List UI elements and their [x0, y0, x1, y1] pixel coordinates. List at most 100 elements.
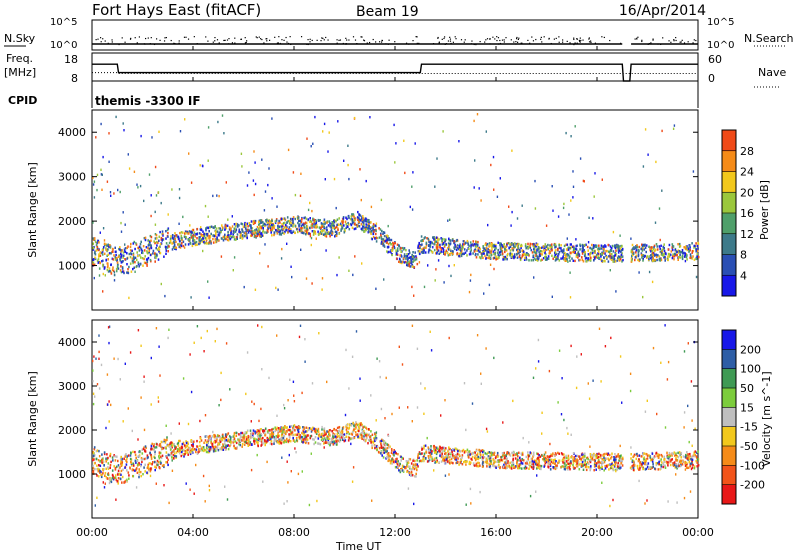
- echo-point: [323, 437, 326, 440]
- echo-point: [199, 239, 201, 242]
- echo-point: [462, 448, 465, 452]
- echo-point: [613, 260, 615, 263]
- echo-point: [104, 472, 107, 475]
- echo-point: [689, 248, 691, 252]
- echo-point: [276, 205, 278, 208]
- echo-point: [151, 448, 154, 451]
- echo-point: [631, 459, 634, 462]
- nsearch-point: [450, 42, 452, 45]
- echo-point: [93, 180, 96, 183]
- echo-point: [113, 279, 116, 282]
- nsearch-point: [582, 39, 584, 41]
- echo-point: [380, 198, 383, 202]
- echo-point: [127, 153, 129, 156]
- echo-point: [231, 225, 234, 228]
- echo-point: [404, 466, 406, 470]
- echo-point: [300, 227, 302, 230]
- echo-point: [103, 468, 105, 471]
- echo-point: [658, 245, 661, 248]
- echo-point: [661, 252, 663, 255]
- echo-point: [517, 246, 519, 249]
- echo-point: [383, 278, 385, 281]
- nsearch-point: [336, 39, 338, 41]
- echo-point: [318, 435, 321, 438]
- echo-point: [363, 435, 365, 438]
- echo-point: [459, 246, 461, 249]
- echo-point: [123, 457, 125, 460]
- echo-point: [370, 205, 373, 209]
- echo-point: [381, 454, 383, 457]
- echo-point: [411, 474, 414, 477]
- echo-point: [557, 215, 560, 218]
- echo-point: [115, 253, 117, 257]
- echo-point: [325, 249, 327, 252]
- echo-point: [323, 429, 326, 433]
- echo-point: [362, 221, 365, 224]
- echo-point: [565, 253, 568, 256]
- echo-point: [294, 433, 297, 436]
- echo-point: [547, 257, 550, 260]
- nsearch-point: [385, 43, 387, 45]
- echo-point: [453, 264, 455, 267]
- nsearch-point: [309, 41, 311, 43]
- echo-point: [351, 220, 354, 223]
- echo-point: [263, 431, 266, 435]
- echo-point: [383, 239, 386, 243]
- echo-point: [682, 251, 684, 255]
- echo-point: [450, 249, 452, 252]
- echo-point: [122, 254, 125, 257]
- echo-point: [525, 455, 528, 459]
- nsearch-point: [361, 36, 363, 38]
- echo-point: [171, 248, 174, 251]
- echo-point: [578, 259, 580, 262]
- echo-point: [303, 224, 305, 228]
- echo-point: [589, 460, 592, 464]
- echo-point: [191, 231, 194, 234]
- echo-point: [671, 248, 674, 252]
- echo-point: [241, 234, 244, 237]
- echo-point: [568, 466, 571, 469]
- echo-point: [661, 129, 663, 133]
- echo-point: [210, 240, 212, 243]
- nave-tick-bottom: 0: [708, 72, 715, 85]
- echo-point: [397, 249, 399, 252]
- echo-point: [442, 455, 445, 458]
- echo-point: [446, 247, 449, 250]
- echo-point: [512, 454, 514, 457]
- echo-point: [456, 455, 459, 458]
- echo-point: [303, 427, 306, 430]
- echo-point: [225, 438, 228, 442]
- echo-point: [608, 255, 610, 258]
- echo-point: [315, 237, 317, 240]
- echo-point: [310, 434, 313, 438]
- echo-point: [357, 429, 359, 432]
- echo-point: [212, 234, 214, 237]
- echo-point: [644, 246, 647, 249]
- echo-point: [98, 241, 100, 244]
- echo-point: [187, 238, 189, 241]
- echo-point: [241, 222, 244, 226]
- echo-point: [655, 451, 658, 455]
- echo-point: [497, 460, 500, 463]
- echo-point: [162, 238, 165, 241]
- echo-point: [461, 463, 464, 466]
- echo-point: [540, 259, 542, 262]
- echo-point: [687, 466, 690, 469]
- nsearch-point: [278, 36, 280, 38]
- echo-point: [158, 248, 161, 251]
- echo-point: [110, 272, 113, 275]
- echo-point: [550, 247, 553, 251]
- echo-point: [282, 222, 285, 225]
- echo-point: [107, 243, 109, 246]
- echo-point: [262, 430, 264, 433]
- echo-point: [417, 246, 419, 249]
- echo-point: [160, 282, 162, 286]
- echo-point: [93, 263, 96, 266]
- echo-point: [333, 435, 335, 439]
- echo-point: [275, 286, 277, 290]
- echo-point: [499, 459, 502, 462]
- echo-point: [213, 435, 215, 438]
- echo-point: [614, 260, 617, 263]
- echo-point: [555, 258, 558, 261]
- echo-point: [396, 463, 399, 466]
